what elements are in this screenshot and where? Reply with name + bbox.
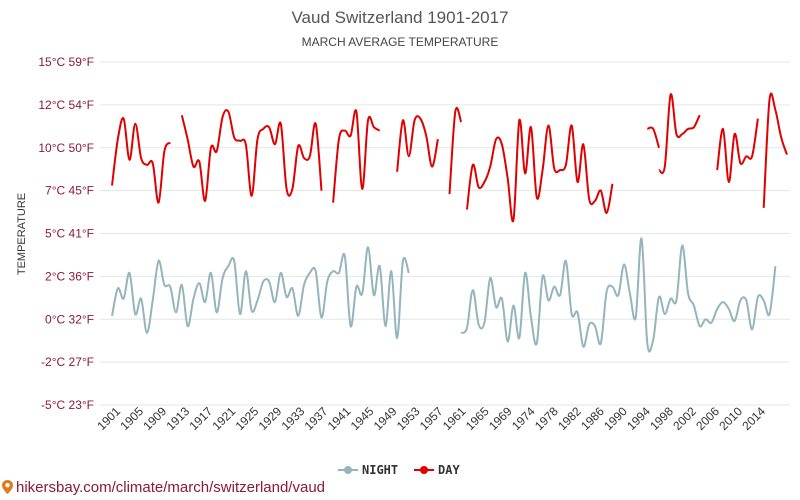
legend-day-label: DAY: [438, 463, 460, 477]
x-tick-label: 1982: [555, 404, 584, 433]
x-tick-label: 2006: [693, 404, 722, 433]
y-tick-label: 10°C 50°F: [38, 141, 94, 155]
y-tick-label: -5°C 23°F: [41, 398, 94, 412]
x-tick-label: 1913: [163, 404, 192, 433]
y-tick-label: 7°C 45°F: [45, 184, 94, 198]
x-tick-label: 1953: [394, 404, 423, 433]
x-tick-label: 1937: [302, 404, 331, 433]
legend-item-night[interactable]: NIGHT: [338, 463, 398, 477]
y-tick-labels: 15°C 59°F 12°C 54°F 10°C 50°F 7°C 45°F 5°C 4…: [38, 55, 94, 412]
gridlines: [100, 61, 790, 406]
x-tick-label: 1978: [532, 404, 561, 433]
x-tick-label: 1933: [279, 404, 308, 433]
x-tick-label: 1969: [486, 404, 515, 433]
day-series-line: [658, 93, 701, 175]
x-tick-label: 1949: [371, 404, 400, 433]
x-tick-label: 1945: [348, 404, 377, 433]
x-tick-label: 1986: [578, 404, 607, 433]
day-series-line: [180, 109, 323, 202]
day-series-line: [716, 118, 759, 184]
legend[interactable]: NIGHT DAY: [338, 463, 460, 477]
x-tick-label: 1901: [94, 404, 123, 433]
x-tick-label: 2014: [739, 404, 768, 433]
chart-subtitle: MARCH AVERAGE TEMPERATURE: [302, 35, 499, 49]
legend-night-marker: [344, 466, 352, 474]
series-lines: [111, 92, 788, 353]
x-tick-label: 1925: [233, 404, 262, 433]
x-tick-label: 1929: [256, 404, 285, 433]
x-tick-label: 1941: [325, 404, 354, 433]
day-series-line: [332, 109, 381, 203]
day-series-line: [466, 119, 614, 223]
x-tick-label: 2010: [716, 404, 745, 433]
y-tick-label: -2°C 27°F: [41, 355, 94, 369]
day-series-line: [448, 107, 463, 195]
x-tick-label: 1994: [624, 404, 653, 433]
x-tick-label: 1917: [186, 404, 215, 433]
y-tick-label: 5°C 41°F: [45, 227, 94, 241]
night-series-line: [111, 246, 410, 340]
y-tick-label: 2°C 36°F: [45, 269, 94, 283]
x-tick-label: 1990: [601, 404, 630, 433]
x-tick-label: 2002: [670, 404, 699, 433]
y-tick-label: 15°C 59°F: [38, 55, 94, 69]
source-credit[interactable]: hikersbay.com/climate/march/switzerland/…: [2, 479, 325, 496]
x-tick-label: 1998: [647, 404, 676, 433]
legend-day-marker: [420, 466, 428, 474]
chart-title: Vaud Switzerland 1901-2017: [291, 8, 508, 27]
x-tick-label: 1921: [210, 404, 239, 433]
x-tick-label: 1961: [440, 404, 469, 433]
y-axis-label: TEMPERATURE: [16, 193, 28, 275]
location-pin-icon: [2, 480, 13, 494]
x-tick-label: 1909: [140, 404, 169, 433]
x-tick-label: 1974: [509, 404, 538, 433]
night-series-line: [460, 237, 777, 353]
legend-item-day[interactable]: DAY: [414, 463, 460, 477]
x-tick-label: 1957: [417, 404, 446, 433]
day-series-line: [111, 117, 172, 204]
x-tick-label: 1965: [463, 404, 492, 433]
x-tick-label: 1905: [117, 404, 146, 433]
y-tick-label: 12°C 54°F: [38, 98, 94, 112]
y-tick-label: 0°C 32°F: [45, 312, 94, 326]
source-credit-text[interactable]: hikersbay.com/climate/march/switzerland/…: [16, 479, 326, 496]
day-series-line: [762, 92, 788, 208]
day-series-line: [396, 115, 439, 172]
day-series-line: [647, 126, 660, 149]
legend-night-label: NIGHT: [362, 463, 398, 477]
x-tick-labels: 1901190519091913191719211925192919331937…: [94, 404, 768, 433]
